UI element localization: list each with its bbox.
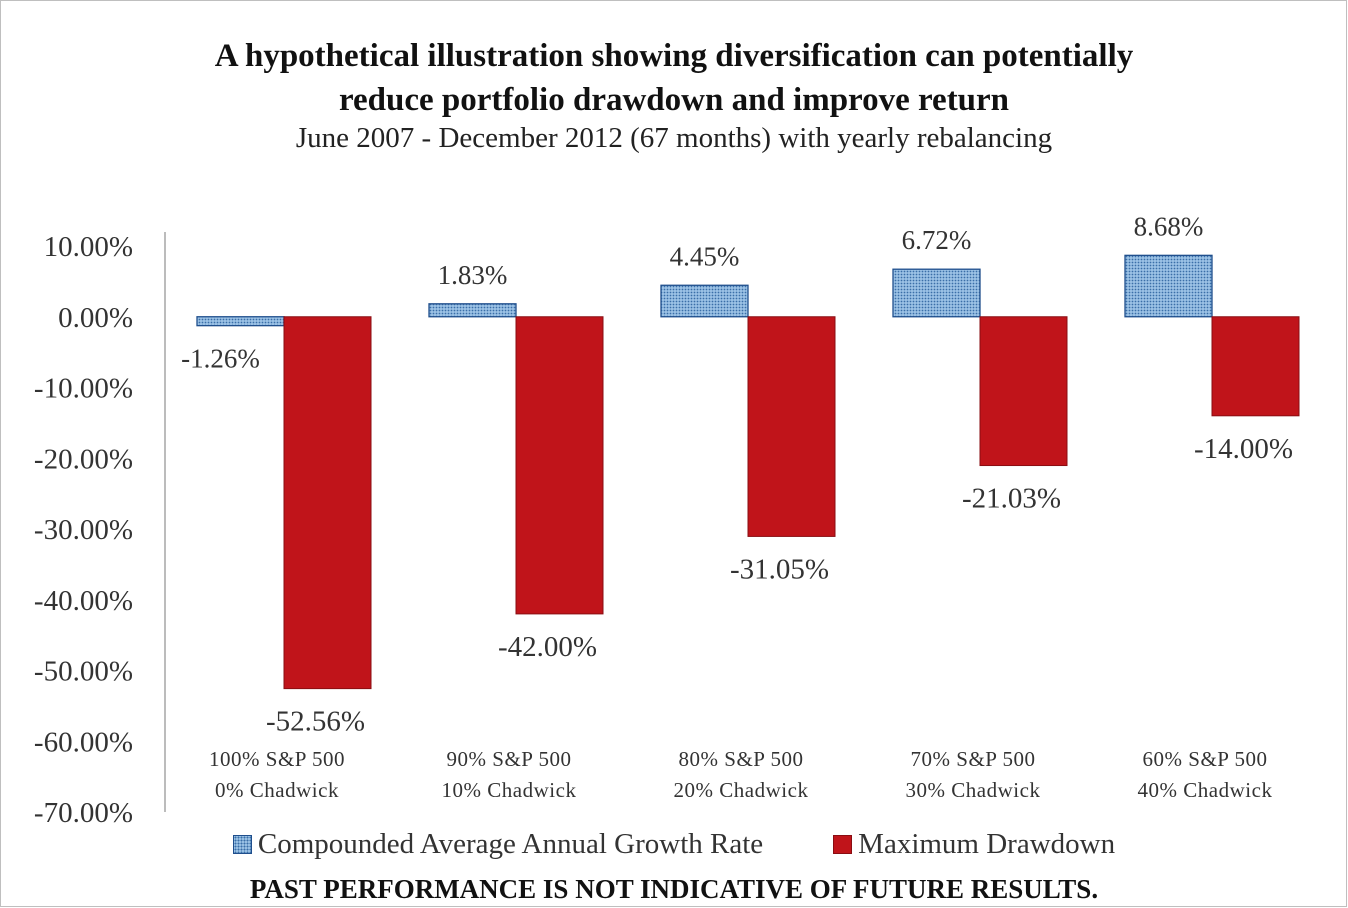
bar-cagr[interactable]	[660, 284, 749, 318]
bar-cagr[interactable]	[1124, 254, 1213, 318]
x-category-label: 90% S&P 500	[447, 747, 572, 771]
data-label-cagr: -1.26%	[181, 344, 260, 374]
x-category-label: 20% Chadwick	[674, 778, 809, 802]
x-category-label: 0% Chadwick	[215, 778, 339, 802]
x-category-label: 40% Chadwick	[1138, 778, 1273, 802]
y-tick-label: -10.00%	[34, 373, 133, 405]
data-label-drawdown: -42.00%	[498, 631, 597, 663]
x-category-label: 60% S&P 500	[1143, 747, 1268, 771]
chart-legend: Compounded Average Annual Growth Rate Ma…	[0, 828, 1348, 861]
x-category-label: 100% S&P 500	[209, 747, 345, 771]
chart-title-line-1: A hypothetical illustration showing dive…	[214, 38, 1134, 74]
data-label-cagr: 6.72%	[902, 225, 972, 255]
bar-drawdown[interactable]	[747, 316, 836, 537]
legend-swatch-drawdown	[833, 835, 853, 854]
y-tick-label: 0.00%	[58, 302, 133, 334]
bar-drawdown[interactable]	[1211, 316, 1300, 417]
y-tick-label: -70.00%	[34, 797, 133, 829]
bar-cagr[interactable]	[892, 268, 981, 318]
chart-title-line-2: reduce portfolio drawdown and improve re…	[338, 82, 1010, 118]
data-label-cagr: 8.68%	[1134, 211, 1204, 241]
data-label-drawdown: -52.56%	[266, 706, 365, 738]
y-tick-label: -50.00%	[34, 656, 133, 688]
y-tick-label: -30.00%	[34, 514, 133, 546]
data-label-drawdown: -21.03%	[962, 483, 1061, 515]
bar-cagr[interactable]	[428, 303, 517, 318]
legend-label-cagr: Compounded Average Annual Growth Rate	[257, 828, 764, 860]
x-category-label: 30% Chadwick	[906, 778, 1041, 802]
y-tick-label: -60.00%	[34, 726, 133, 758]
data-label-cagr: 4.45%	[670, 241, 740, 271]
y-tick-label: -40.00%	[34, 585, 133, 617]
x-category-label: 70% S&P 500	[911, 747, 1036, 771]
legend-item-cagr[interactable]: Compounded Average Annual Growth Rate	[232, 828, 764, 861]
x-category-label: 10% Chadwick	[442, 778, 577, 802]
bar-drawdown[interactable]	[979, 316, 1068, 467]
legend-label-drawdown: Maximum Drawdown	[858, 828, 1116, 860]
legend-swatch-cagr	[232, 835, 252, 854]
y-tick-label: 10.00%	[44, 231, 133, 263]
data-label-drawdown: -31.05%	[730, 553, 829, 585]
bar-cagr[interactable]	[196, 316, 285, 327]
bar-drawdown[interactable]	[515, 316, 604, 615]
x-category-label: 80% S&P 500	[679, 747, 804, 771]
y-tick-label: -20.00%	[34, 443, 133, 475]
disclaimer-footer: PAST PERFORMANCE IS NOT INDICATIVE OF FU…	[249, 874, 1099, 904]
chart-subtitle: June 2007 - December 2012 (67 months) wi…	[295, 122, 1053, 154]
data-label-cagr: 1.83%	[438, 260, 508, 290]
data-label-drawdown: -14.00%	[1194, 433, 1293, 465]
legend-item-drawdown[interactable]: Maximum Drawdown	[833, 828, 1115, 861]
bar-drawdown[interactable]	[283, 316, 372, 690]
